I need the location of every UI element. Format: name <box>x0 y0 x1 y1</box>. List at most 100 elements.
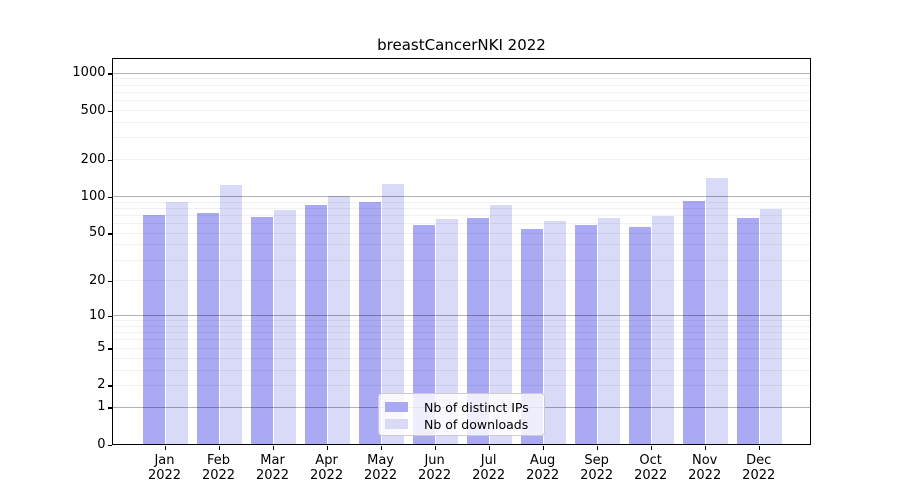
gridline-minor <box>113 159 810 161</box>
x-tick-mark <box>326 446 328 450</box>
legend-row-distinct-ips: Nb of distinct IPs <box>385 399 536 415</box>
y-tick-mark <box>108 444 112 446</box>
gridline-minor <box>113 232 810 234</box>
gridline-minor <box>113 84 810 86</box>
bar-nb-of-distinct-ips-nov <box>682 200 706 444</box>
bar-nb-of-downloads-nov <box>706 178 729 444</box>
x-tick-label: Dec 2022 <box>742 452 776 484</box>
y-tick-mark <box>108 159 112 161</box>
y-tick-mark <box>108 385 112 387</box>
bar-nb-of-downloads-jan <box>165 201 189 444</box>
x-tick-label: Jan 2022 <box>147 452 182 484</box>
x-tick-mark <box>704 446 706 450</box>
x-tick-mark <box>272 446 274 450</box>
y-tick-mark <box>108 407 112 409</box>
bar-nb-of-downloads-aug <box>544 221 567 444</box>
legend-label-distinct-ips: Nb of distinct IPs <box>424 399 529 415</box>
gridline-minor <box>113 320 810 322</box>
x-tick-label: Feb 2022 <box>201 452 236 484</box>
x-tick-mark <box>218 446 220 450</box>
chart-title: breastCancerNKI 2022 <box>377 36 546 54</box>
bar-nb-of-downloads-mar <box>273 209 297 444</box>
y-tick-label: 20 <box>88 272 106 288</box>
gridline-minor <box>113 325 810 327</box>
x-tick-label: Mar 2022 <box>255 452 290 484</box>
x-tick-mark <box>542 446 544 450</box>
gridline-minor <box>113 78 810 80</box>
gridline-minor <box>113 244 810 246</box>
y-tick-mark <box>108 73 112 75</box>
x-tick-mark <box>488 446 490 450</box>
x-tick-label: Jul 2022 <box>472 452 506 484</box>
gridline-minor <box>113 223 810 225</box>
gridline-minor <box>113 347 810 349</box>
y-tick-label: 1000 <box>72 65 106 81</box>
x-tick-mark <box>650 446 652 450</box>
y-tick-mark <box>108 348 112 350</box>
y-tick-label: 10 <box>88 307 106 323</box>
y-tick-label: 50 <box>88 225 106 241</box>
bar-nb-of-distinct-ips-dec <box>736 218 760 444</box>
y-tick-label: 1 <box>97 399 106 415</box>
x-tick-mark <box>434 446 436 450</box>
y-tick-mark <box>108 196 112 198</box>
bar-nb-of-distinct-ips-feb <box>196 212 219 444</box>
x-tick-label: Nov 2022 <box>688 452 722 484</box>
y-tick-label: 0 <box>97 436 106 452</box>
gridline-minor <box>113 280 810 282</box>
y-tick-label: 100 <box>80 188 106 204</box>
gridline-minor <box>113 332 810 334</box>
gridline-minor <box>113 121 810 123</box>
legend-row-downloads: Nb of downloads <box>385 416 536 432</box>
gridline-major <box>113 196 810 198</box>
gridline-major <box>113 315 810 317</box>
bar-nb-of-downloads-feb <box>219 185 243 444</box>
y-tick-mark <box>108 233 112 235</box>
y-tick-label: 2 <box>97 377 106 393</box>
grid-layer <box>113 59 810 444</box>
gridline-minor <box>113 137 810 139</box>
bar-nb-of-downloads-oct <box>652 215 675 444</box>
legend: Nb of distinct IPs Nb of downloads <box>378 393 545 436</box>
y-tick-label: 200 <box>80 151 106 167</box>
plot-area: Nb of distinct IPs Nb of downloads <box>112 58 811 445</box>
bar-nb-of-downloads-apr <box>327 195 351 444</box>
bar-nb-of-distinct-ips-sep <box>574 224 598 444</box>
x-tick-mark <box>758 446 761 450</box>
gridline-minor <box>113 91 810 93</box>
bar-nb-of-downloads-dec <box>760 209 783 444</box>
gridline-minor <box>113 357 810 359</box>
bar-nb-of-distinct-ips-jan <box>142 215 165 444</box>
gridline-minor <box>113 339 810 341</box>
x-tick-label: May 2022 <box>364 452 398 484</box>
bar-nb-of-distinct-ips-mar <box>250 217 273 444</box>
gridline-minor <box>113 207 810 209</box>
legend-swatch-distinct-ips <box>385 401 408 413</box>
gridline-minor <box>113 214 810 216</box>
bar-nb-of-distinct-ips-apr <box>304 205 327 444</box>
x-tick-mark <box>164 446 166 450</box>
gridline-minor <box>113 201 810 203</box>
y-tick-label: 500 <box>80 102 106 118</box>
x-tick-label: Oct 2022 <box>634 452 668 484</box>
y-tick-mark <box>108 315 112 317</box>
legend-swatch-downloads <box>385 418 408 430</box>
gridline-minor <box>113 100 810 102</box>
y-tick-mark <box>108 110 112 112</box>
x-tick-label: Sep 2022 <box>580 452 614 484</box>
x-tick-label: Jun 2022 <box>418 452 452 484</box>
x-tick-label: Apr 2022 <box>310 452 344 484</box>
gridline-minor <box>113 369 810 371</box>
y-tick-label: 5 <box>97 340 106 356</box>
x-tick-mark <box>380 446 382 450</box>
y-tick-mark <box>108 280 112 283</box>
bar-nb-of-downloads-sep <box>598 218 621 444</box>
gridline-minor <box>113 384 810 386</box>
gridline-minor <box>113 110 810 112</box>
gridline-major <box>113 72 810 74</box>
bar-layer <box>113 59 810 444</box>
legend-label-downloads: Nb of downloads <box>424 416 529 432</box>
bar-nb-of-distinct-ips-oct <box>628 226 652 444</box>
x-tick-label: Aug 2022 <box>526 452 560 484</box>
